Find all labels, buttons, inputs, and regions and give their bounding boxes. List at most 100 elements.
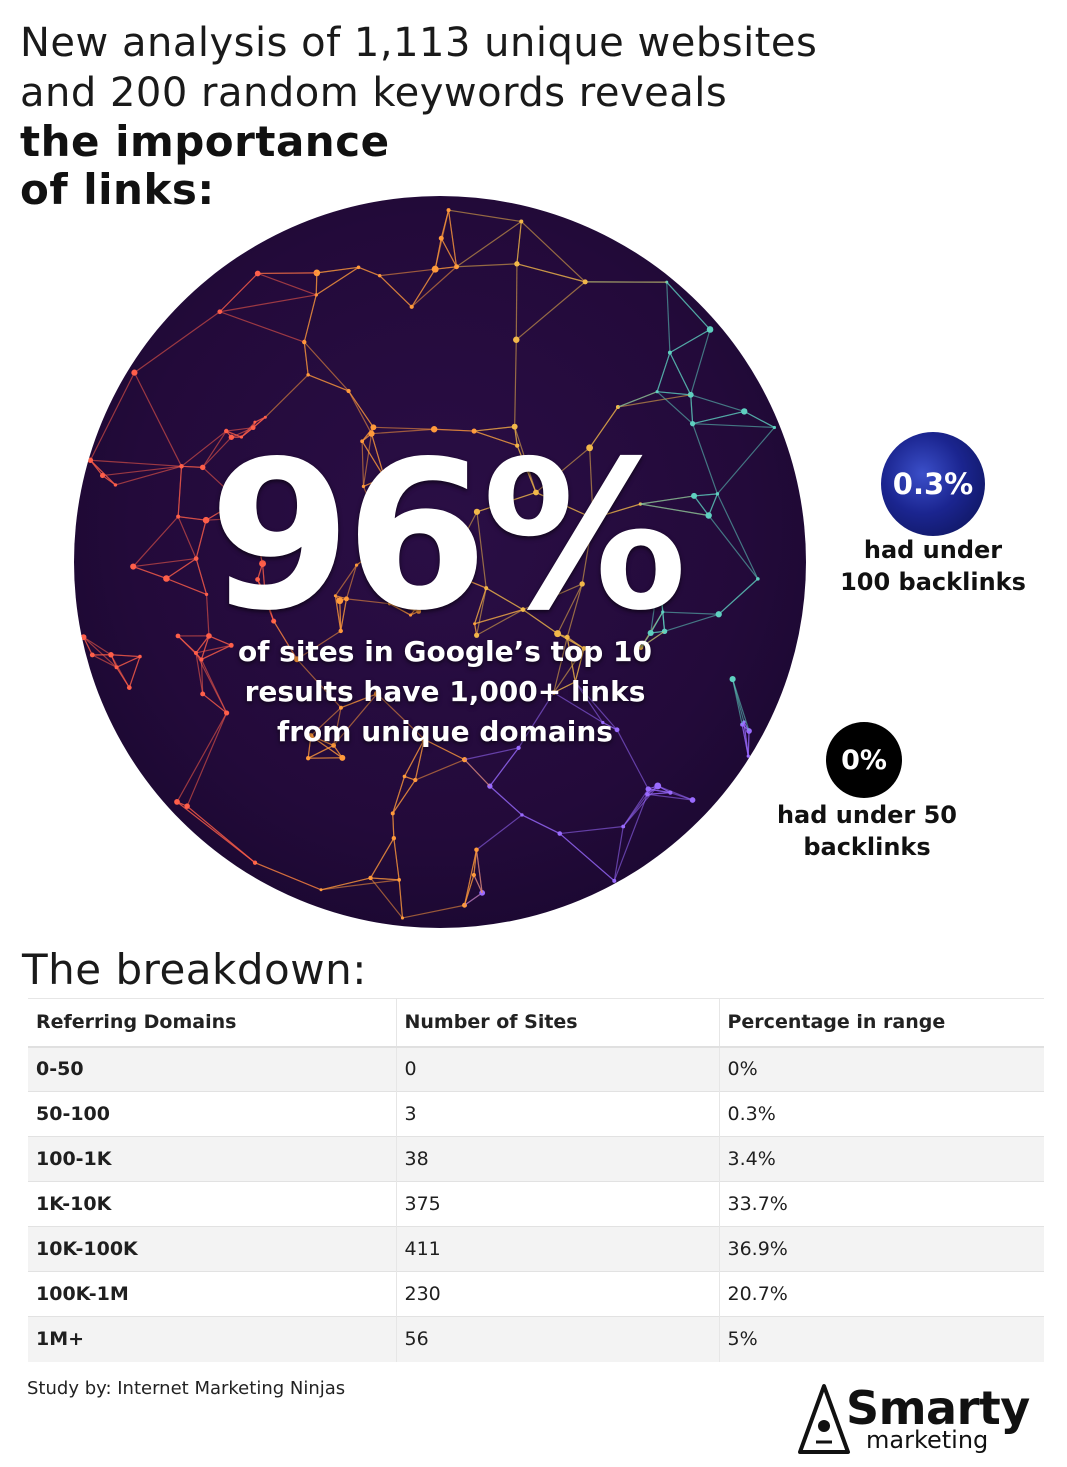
network-node <box>336 597 344 605</box>
network-node <box>370 424 377 431</box>
network-line <box>385 542 391 604</box>
percentage-cell: 5% <box>718 1316 1044 1362</box>
network-line <box>716 493 759 580</box>
network-line <box>692 423 718 495</box>
network-line <box>622 785 659 827</box>
network-line <box>379 275 413 308</box>
network-line <box>694 493 718 497</box>
network-line <box>361 426 374 442</box>
network-line <box>418 571 447 612</box>
network-node <box>263 415 267 419</box>
network-line <box>402 904 465 919</box>
ninja-triangle-icon <box>798 1384 850 1454</box>
network-line <box>474 426 515 432</box>
network-line <box>226 427 254 432</box>
network-line <box>692 410 745 425</box>
network-node <box>661 610 665 614</box>
referring-domains-cell: 10K-100K <box>28 1226 396 1272</box>
network-line <box>566 583 583 638</box>
network-line <box>553 681 576 694</box>
network-line <box>257 272 317 296</box>
network-node <box>248 514 256 522</box>
network-line <box>238 500 253 519</box>
network-node <box>516 745 521 750</box>
network-line <box>296 630 342 660</box>
network-line <box>669 352 692 396</box>
network-line <box>202 466 240 502</box>
hero-caption-line-3: from unique domains <box>277 715 613 748</box>
network-line <box>404 775 416 781</box>
network-line <box>732 678 750 732</box>
network-line <box>370 433 385 478</box>
network-line <box>333 707 342 746</box>
network-line <box>264 374 309 418</box>
network-line <box>226 430 242 438</box>
network-node <box>175 633 181 639</box>
stat-caption-0-line-1: had under 50 <box>776 801 958 829</box>
table-row: 0-50 0 0% <box>28 1046 1044 1092</box>
network-line <box>116 656 141 668</box>
stat-caption-0-3-line-2: 100 backlinks <box>840 568 1026 596</box>
network-line <box>489 747 520 787</box>
network-node <box>114 665 119 670</box>
network-node <box>715 492 720 496</box>
network-line <box>219 294 317 313</box>
network-line <box>315 266 359 296</box>
network-line <box>195 558 208 595</box>
stat-value-0: 0% <box>841 744 887 776</box>
network-line <box>718 578 759 615</box>
network-line <box>424 738 465 761</box>
network-line <box>589 406 619 449</box>
network-line <box>315 272 318 295</box>
percentage-cell: 0% <box>718 1046 1044 1092</box>
network-line <box>559 833 615 882</box>
network-line <box>195 520 207 559</box>
network-line <box>90 459 182 467</box>
network-line <box>574 648 585 683</box>
network-node <box>579 581 585 587</box>
network-line <box>241 416 266 438</box>
network-line <box>200 635 210 660</box>
network-line <box>307 744 334 759</box>
network-line <box>557 633 585 650</box>
network-line <box>110 654 118 668</box>
network-line <box>340 598 348 632</box>
network-line <box>516 445 537 493</box>
network-line <box>476 587 487 636</box>
network-line <box>415 759 465 781</box>
network-line <box>464 747 519 761</box>
network-line <box>379 268 436 277</box>
stat-caption-0: had under 50 backlinks <box>767 799 967 863</box>
network-node <box>400 916 405 920</box>
headline: New analysis of 1,113 unique websites an… <box>20 18 920 214</box>
network-line <box>177 516 197 559</box>
network-node <box>319 888 323 892</box>
network-line <box>520 221 586 283</box>
network-node <box>473 508 481 515</box>
network-line <box>251 517 264 564</box>
network-line <box>362 486 388 544</box>
breakdown-table: Referring Domains Number of Sites Percen… <box>28 998 1044 1362</box>
network-line <box>195 652 204 695</box>
network-line <box>339 600 342 631</box>
network-line <box>602 721 618 731</box>
network-line <box>166 558 197 579</box>
network-line <box>474 609 524 625</box>
network-line <box>440 237 458 268</box>
table-row: 10K-100K 411 36.9% <box>28 1226 1044 1272</box>
referring-domains-cell: 1M+ <box>28 1316 396 1362</box>
network-line <box>434 428 475 432</box>
network-line <box>261 563 266 595</box>
network-line <box>195 652 228 714</box>
network-line <box>557 583 583 634</box>
network-line <box>522 609 558 635</box>
network-line <box>334 595 342 632</box>
network-line <box>514 339 517 427</box>
network-node <box>294 656 301 663</box>
network-line <box>177 635 202 660</box>
network-line <box>83 636 112 656</box>
network-line <box>657 785 693 801</box>
network-line <box>690 394 694 424</box>
table-header-cell: Number of Sites <box>395 998 719 1048</box>
network-node <box>131 369 138 376</box>
